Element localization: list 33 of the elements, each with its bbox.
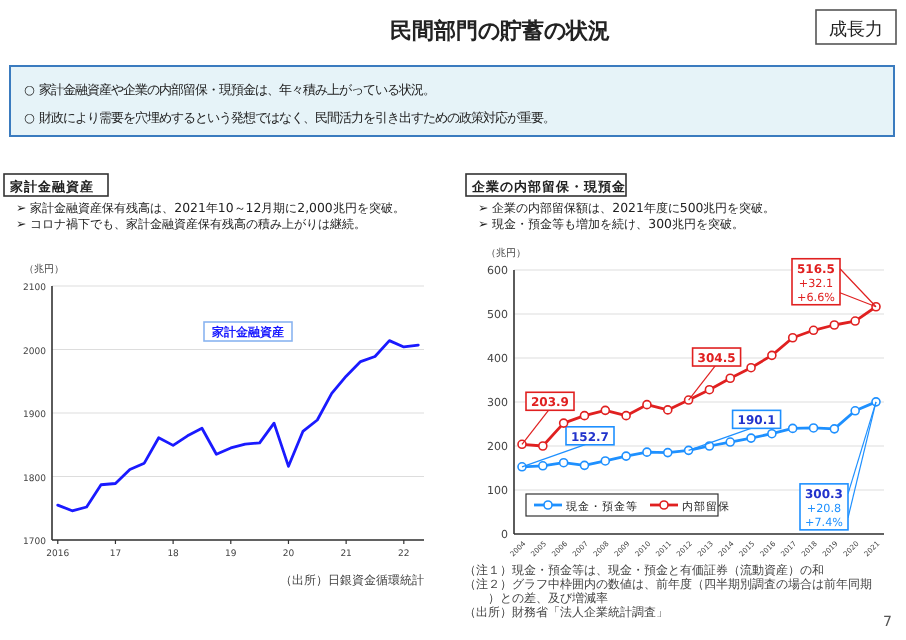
point xyxy=(579,410,590,421)
text: 成長力 xyxy=(829,19,883,41)
text: 民間部門の貯蓄の状況 xyxy=(390,18,610,44)
point xyxy=(725,373,736,384)
point xyxy=(558,457,569,468)
point xyxy=(787,423,798,434)
point xyxy=(642,447,652,457)
point xyxy=(600,405,611,416)
point xyxy=(808,423,819,433)
point xyxy=(767,350,777,361)
point xyxy=(746,433,756,443)
point xyxy=(767,428,777,439)
point xyxy=(662,447,673,458)
point xyxy=(538,441,548,451)
point xyxy=(787,332,798,343)
point xyxy=(600,456,611,466)
point xyxy=(829,320,840,330)
point xyxy=(850,316,860,326)
point xyxy=(642,399,652,410)
point xyxy=(579,460,590,471)
point xyxy=(850,406,860,416)
point xyxy=(517,462,527,472)
line-series xyxy=(56,339,420,513)
point xyxy=(746,362,756,373)
point xyxy=(725,437,736,447)
point xyxy=(621,451,631,461)
point xyxy=(808,325,819,336)
point xyxy=(662,405,673,415)
point xyxy=(538,461,548,471)
point xyxy=(829,424,840,434)
point xyxy=(621,410,631,421)
point xyxy=(704,384,715,395)
point xyxy=(558,418,569,428)
